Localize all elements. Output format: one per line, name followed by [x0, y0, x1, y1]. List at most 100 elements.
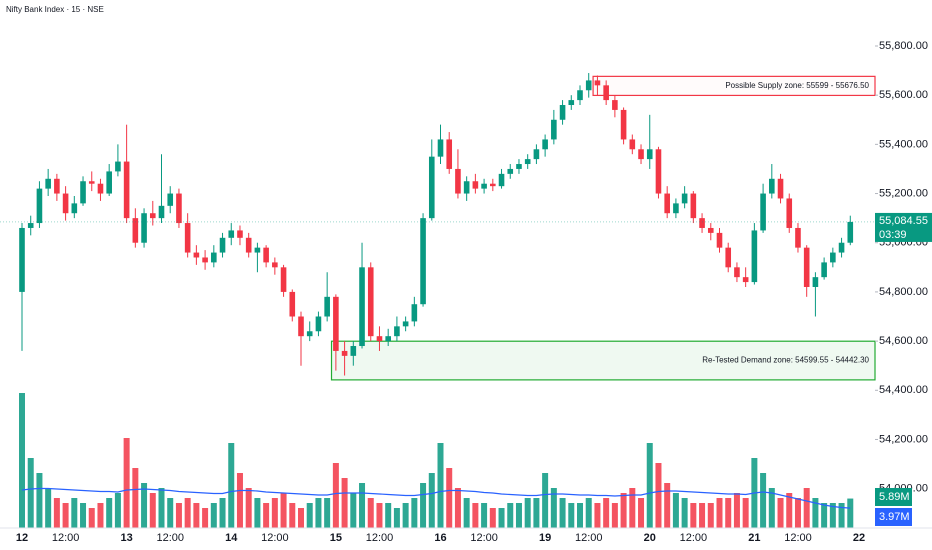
volume-bar [184, 498, 191, 528]
candle-body [638, 149, 644, 160]
volume-bar [350, 493, 357, 528]
volume-bar [385, 503, 392, 528]
volume-bar [664, 483, 671, 528]
volume-bar [524, 498, 531, 528]
countdown: 03:39 [879, 229, 907, 241]
candle-body [568, 100, 575, 106]
volume-bar [71, 498, 78, 528]
candle-body [167, 193, 174, 206]
volume-bar [411, 498, 418, 528]
candle-body [707, 227, 714, 233]
candle-body [123, 161, 130, 219]
candle-body [795, 227, 801, 248]
candle-body [490, 183, 496, 187]
y-tick-label: 54,400.00 [879, 384, 928, 396]
volume-bar [803, 488, 810, 528]
volume-bar [760, 473, 767, 528]
volume-bar [228, 443, 235, 528]
candle-body [577, 90, 583, 101]
candle-body [516, 164, 522, 169]
candle-body [559, 105, 566, 120]
volume-bar [577, 503, 583, 528]
volume-bar [829, 503, 836, 528]
candle-body [821, 262, 827, 278]
x-tick-label: 12:00 [680, 532, 708, 544]
candle-body [254, 247, 261, 253]
volume-bar [393, 508, 400, 528]
volume-bar [45, 488, 52, 528]
candle-body [228, 230, 235, 238]
volume-bar [254, 498, 261, 528]
volume-bar [19, 393, 25, 528]
volume-bar [298, 508, 304, 528]
candle-body [446, 139, 453, 169]
volume-bar [306, 503, 313, 528]
candle-body [324, 296, 330, 317]
candle-body [367, 267, 374, 337]
zone-label: Possible Supply zone: 55599 - 55676.50 [725, 81, 869, 90]
volume-bar [611, 503, 618, 528]
candle-body [376, 336, 383, 342]
volume-bar [114, 493, 121, 528]
volume-bar [420, 483, 427, 528]
volume-bar [821, 503, 828, 528]
volume-bar [707, 503, 714, 528]
volume-bar [847, 498, 854, 528]
volume-label-box [875, 488, 912, 506]
candle-body [237, 230, 243, 238]
volume-bar [550, 488, 557, 528]
candle-body [45, 178, 51, 189]
candle-body [36, 188, 43, 224]
volume-bar [271, 498, 278, 528]
zone [592, 75, 876, 97]
candle-body [420, 218, 426, 305]
y-tick-label: 55,200.00 [879, 187, 928, 199]
volume-bar [742, 498, 749, 528]
candle-body [411, 304, 418, 322]
volume-bar [681, 498, 688, 528]
candle-body [263, 247, 269, 263]
y-tick-label: 54,600.00 [879, 335, 928, 347]
volume-bar [88, 508, 95, 528]
y-tick-label: 55,600.00 [879, 89, 928, 101]
y-tick-label: 55,400.00 [879, 138, 928, 150]
volume-bar [472, 503, 479, 528]
last-price-label: 55,084.55 [879, 215, 928, 227]
candle-body [524, 159, 531, 165]
x-tick-label: 12:00 [575, 532, 603, 544]
volume-bar [542, 473, 549, 528]
x-tick-label: 19 [539, 532, 551, 544]
last-price-box [875, 212, 932, 242]
volume-bar [359, 483, 366, 528]
candle-body [350, 346, 357, 356]
volume-bar [733, 493, 740, 528]
y-tick-label: 54,800.00 [879, 286, 928, 298]
candle-body [646, 149, 653, 160]
candle-body [132, 218, 139, 243]
candle-body [455, 168, 461, 194]
candle-body [498, 173, 505, 187]
volume-bar [489, 508, 496, 528]
candle-body [463, 181, 470, 194]
volume-label: 5.89M [879, 491, 910, 503]
volume-bar [123, 438, 130, 528]
x-tick-label: 12:00 [261, 532, 289, 544]
candle-body [760, 193, 766, 231]
volume-bar [402, 503, 409, 528]
x-tick-label: 21 [748, 532, 760, 544]
volume-bar [672, 493, 679, 528]
candle-body [777, 178, 784, 199]
candle-body [830, 252, 836, 263]
volume-bar [141, 483, 148, 528]
candle-body [115, 161, 121, 172]
volume-bar [106, 498, 113, 528]
candle-body [333, 296, 339, 351]
volume-bar [132, 468, 139, 528]
candle-body [27, 223, 34, 228]
x-tick-label: 12 [16, 532, 28, 544]
volume-bar [27, 458, 34, 528]
volume-bar [463, 498, 470, 528]
volume-bar [149, 493, 156, 528]
